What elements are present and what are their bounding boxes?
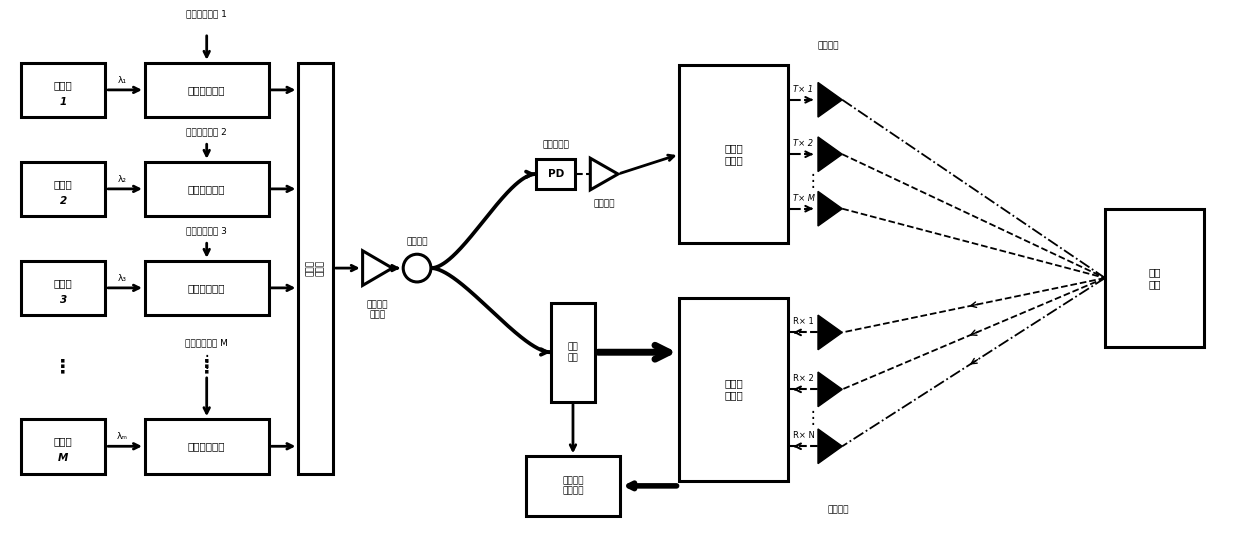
Text: 光分
束器: 光分 束器 [568, 342, 578, 362]
Text: ⋮: ⋮ [805, 409, 821, 427]
Bar [145, 161, 269, 216]
Text: 双平行调制器: 双平行调制器 [188, 184, 226, 194]
Text: T× 1: T× 1 [794, 85, 813, 94]
Text: 信号发
射阵列: 信号发 射阵列 [724, 143, 743, 165]
Polygon shape [818, 372, 842, 406]
Polygon shape [818, 82, 842, 117]
Text: ⋮: ⋮ [53, 358, 73, 377]
Circle shape [403, 254, 432, 282]
Text: 光耦合器: 光耦合器 [407, 237, 428, 246]
Polygon shape [818, 137, 842, 171]
Text: 线性调频信号 2: 线性调频信号 2 [186, 127, 227, 137]
Text: 线性调频信号 M: 线性调频信号 M [185, 338, 228, 347]
Bar [1105, 208, 1204, 347]
Text: 激光器: 激光器 [53, 278, 72, 288]
Text: PD: PD [548, 169, 564, 179]
Text: 激光器: 激光器 [53, 179, 72, 189]
Text: 激光器: 激光器 [53, 80, 72, 90]
Text: 双平行调制器: 双平行调制器 [188, 441, 226, 451]
Text: 接收天线: 接收天线 [827, 505, 848, 515]
Text: R× N: R× N [794, 431, 815, 440]
Text: 3: 3 [60, 295, 67, 305]
Text: R× 2: R× 2 [794, 374, 813, 383]
Bar [145, 260, 269, 315]
Text: 线性调频信号 1: 线性调频信号 1 [186, 9, 227, 18]
Text: 掺铒光纤
放大器: 掺铒光纤 放大器 [367, 300, 388, 320]
Text: 1: 1 [60, 97, 67, 107]
Bar [145, 419, 269, 473]
Bar [145, 62, 269, 117]
Text: 信号接
收阵列: 信号接 收阵列 [724, 379, 743, 400]
Bar [21, 161, 105, 216]
Text: 数字信号
处理模块: 数字信号 处理模块 [562, 476, 584, 495]
Polygon shape [590, 158, 618, 190]
Bar [299, 62, 332, 473]
Text: 光电探测器: 光电探测器 [542, 140, 569, 149]
Text: R× 1: R× 1 [794, 317, 813, 326]
Text: ⋮: ⋮ [197, 358, 217, 377]
Bar [536, 159, 575, 189]
Text: T× M: T× M [794, 194, 815, 203]
Bar [680, 298, 789, 481]
Text: λₘ: λₘ [117, 432, 128, 441]
Text: 激光器: 激光器 [53, 436, 72, 446]
Bar [680, 65, 789, 243]
Text: M: M [58, 453, 68, 463]
Bar [21, 62, 105, 117]
Polygon shape [362, 251, 392, 285]
Text: ⋮: ⋮ [805, 173, 821, 190]
Bar [551, 302, 595, 401]
Text: T× 2: T× 2 [794, 139, 813, 148]
Text: 双平行调制器: 双平行调制器 [188, 283, 226, 293]
Bar [21, 419, 105, 473]
Text: 光波分
复用器: 光波分 复用器 [306, 260, 325, 276]
Text: λ₃: λ₃ [118, 274, 126, 283]
Text: λ₂: λ₂ [118, 175, 126, 184]
Text: 2: 2 [60, 196, 67, 206]
Polygon shape [818, 315, 842, 349]
Bar [526, 456, 620, 515]
Text: 双平行调制器: 双平行调制器 [188, 85, 226, 95]
Text: 发射天线: 发射天线 [817, 41, 838, 50]
Text: 线性调频信号 3: 线性调频信号 3 [186, 226, 227, 236]
Polygon shape [818, 429, 842, 463]
Text: 电放大器: 电放大器 [594, 200, 615, 209]
Text: 探测
目标: 探测 目标 [1148, 267, 1161, 289]
Polygon shape [818, 191, 842, 226]
Text: λ₁: λ₁ [118, 76, 126, 85]
Bar [21, 260, 105, 315]
Text: ⋮: ⋮ [198, 353, 215, 371]
